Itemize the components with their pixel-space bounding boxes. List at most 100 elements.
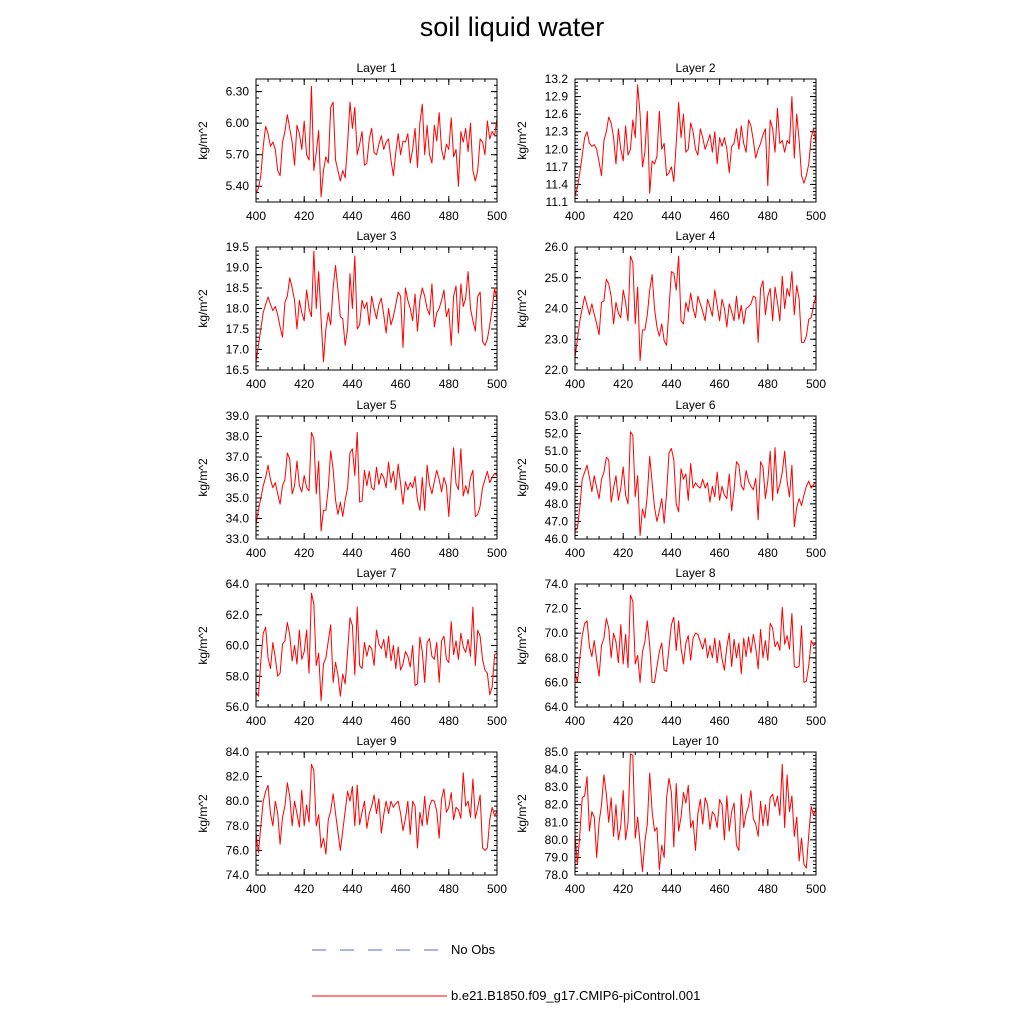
y-axis-label: kg/m^2 [196, 289, 210, 328]
plot-frame [255, 583, 498, 708]
x-tick-label: 420 [613, 714, 633, 728]
y-tick-label: 6.00 [226, 116, 250, 130]
x-tick-label: 480 [439, 714, 459, 728]
x-tick-label: 500 [487, 714, 507, 728]
x-tick-label: 420 [294, 882, 314, 896]
panel-title: Layer 9 [356, 734, 396, 748]
x-tick-label: 400 [246, 714, 266, 728]
y-tick-label: 84.0 [226, 745, 250, 759]
series-line [574, 255, 817, 362]
panel-layer-4: 400 420 440 460 480 500 22.0 23.0 24.0 25.0 26.0 La… [515, 229, 826, 391]
y-tick-label: 72.0 [545, 602, 569, 616]
y-axis-label: kg/m^2 [515, 794, 529, 833]
x-tick-label: 480 [758, 882, 778, 896]
y-tick-label: 26.0 [545, 240, 569, 254]
x-tick-label: 440 [661, 546, 681, 560]
panel-layer-6: 400 420 440 460 480 500 46.0 47.0 48.0 49.0 50.0 51… [515, 398, 826, 560]
y-axis-label: kg/m^2 [515, 121, 529, 160]
y-tick-label: 66.0 [545, 675, 569, 689]
x-tick-label: 480 [439, 209, 459, 223]
x-tick-label: 440 [342, 546, 362, 560]
x-tick-label: 480 [439, 377, 459, 391]
plot-frame [255, 751, 498, 876]
x-tick-label: 480 [439, 546, 459, 560]
y-tick-label: 78.0 [226, 819, 250, 833]
y-tick-label: 62.0 [226, 608, 250, 622]
y-tick-label: 68.0 [545, 651, 569, 665]
x-tick-label: 460 [391, 377, 411, 391]
x-tick-label: 460 [710, 209, 730, 223]
x-tick-label: 440 [342, 714, 362, 728]
y-tick-label: 11.4 [546, 177, 569, 191]
y-tick-label: 81.0 [545, 815, 569, 829]
plot-frame [574, 415, 817, 540]
plot-frame [574, 78, 817, 203]
y-tick-label: 12.0 [545, 142, 569, 156]
y-tick-label: 56.0 [226, 700, 250, 714]
x-tick-label: 400 [246, 882, 266, 896]
x-tick-label: 440 [342, 209, 362, 223]
y-tick-label: 12.3 [545, 125, 569, 139]
plot-frame [574, 583, 817, 708]
x-tick-label: 500 [806, 377, 826, 391]
x-tick-label: 400 [565, 377, 585, 391]
x-tick-label: 440 [661, 714, 681, 728]
x-tick-label: 460 [391, 714, 411, 728]
y-tick-label: 38.0 [226, 430, 250, 444]
series-line [255, 763, 498, 855]
y-tick-label: 22.0 [545, 363, 569, 377]
y-axis-label: kg/m^2 [196, 626, 210, 665]
y-tick-label: 46.0 [545, 532, 569, 546]
y-tick-label: 17.5 [226, 322, 250, 336]
y-tick-label: 17.0 [226, 343, 250, 357]
x-tick-label: 500 [487, 377, 507, 391]
panel-title: Layer 7 [356, 566, 396, 580]
y-tick-label: 18.5 [226, 281, 250, 295]
series-line [574, 84, 817, 197]
y-tick-label: 82.0 [226, 770, 250, 784]
y-axis-label: kg/m^2 [196, 458, 210, 497]
y-tick-label: 12.9 [545, 90, 569, 104]
x-tick-label: 400 [565, 546, 585, 560]
y-axis-label: kg/m^2 [515, 289, 529, 328]
series-line [255, 431, 498, 532]
x-tick-label: 500 [487, 882, 507, 896]
y-tick-label: 79.0 [545, 850, 569, 864]
panel-title: Layer 10 [672, 734, 719, 748]
x-tick-label: 420 [294, 546, 314, 560]
panel-title: Layer 4 [675, 229, 715, 243]
x-tick-label: 440 [342, 377, 362, 391]
panel-title: Layer 3 [356, 229, 396, 243]
panel-title: Layer 8 [675, 566, 715, 580]
x-tick-label: 460 [391, 882, 411, 896]
series-line [574, 431, 817, 536]
y-tick-label: 47.0 [545, 514, 569, 528]
plot-frame [255, 415, 498, 540]
y-tick-label: 76.0 [226, 843, 250, 857]
x-tick-label: 400 [246, 377, 266, 391]
page-title: soil liquid water [419, 12, 605, 42]
x-tick-label: 420 [613, 546, 633, 560]
x-tick-label: 460 [710, 714, 730, 728]
y-axis-label: kg/m^2 [515, 626, 529, 665]
plot-frame [255, 78, 498, 203]
y-tick-label: 74.0 [545, 577, 569, 591]
panel-layer-9: 400 420 440 460 480 500 74.0 76.0 78.0 80.0 82.0 84… [196, 734, 507, 896]
y-tick-label: 82.0 [545, 798, 569, 812]
y-tick-label: 6.30 [226, 85, 250, 99]
x-tick-label: 400 [565, 714, 585, 728]
y-tick-label: 83.0 [545, 780, 569, 794]
x-tick-label: 460 [391, 546, 411, 560]
series-line [255, 250, 498, 363]
y-tick-label: 52.0 [545, 427, 569, 441]
x-tick-label: 500 [806, 546, 826, 560]
x-tick-label: 440 [661, 882, 681, 896]
x-tick-label: 480 [758, 209, 778, 223]
x-tick-label: 420 [294, 209, 314, 223]
y-tick-label: 5.70 [226, 148, 250, 162]
y-tick-label: 53.0 [545, 409, 569, 423]
y-tick-label: 48.0 [545, 497, 569, 511]
x-tick-label: 420 [294, 714, 314, 728]
y-axis-label: kg/m^2 [515, 458, 529, 497]
